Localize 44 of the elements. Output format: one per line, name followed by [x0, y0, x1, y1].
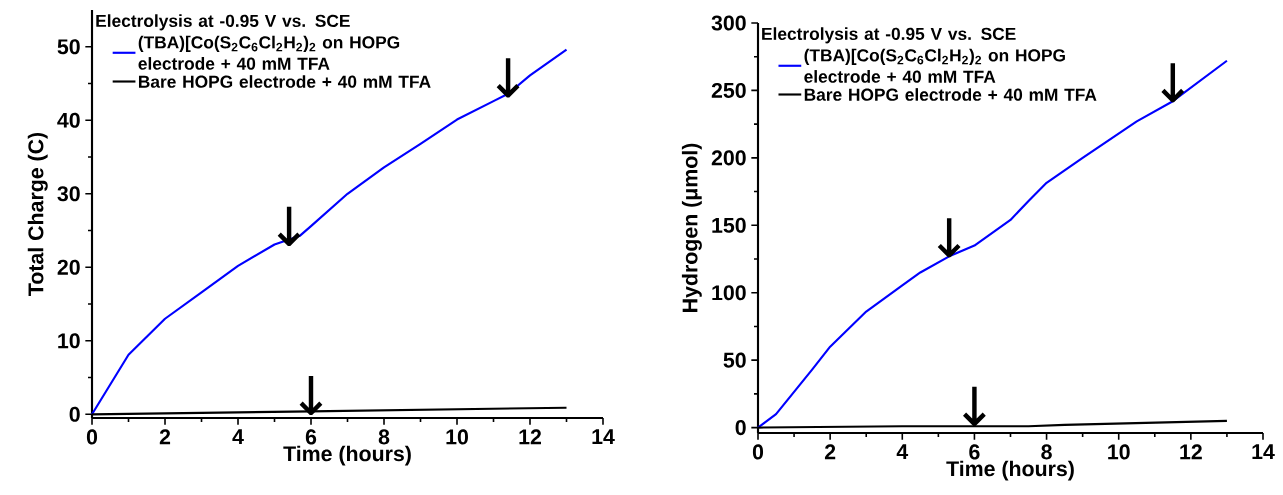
y-tick-label: 100 [712, 285, 746, 301]
y-tick-label: 50 [723, 352, 746, 368]
annotation: ↓ [937, 218, 961, 258]
y-axis-title: Total Charge (C) [27, 132, 48, 296]
annotation: ↓ [1161, 63, 1185, 103]
x-tick-label: 10 [1108, 444, 1130, 460]
y-tick-label: 50 [57, 39, 80, 55]
text: (TBA)[Co(S$_{2}$C$_{6}$Cl$_{2}$H$_{2}$)$_{2}$ on HOPG electrode + 40 mM TFA [138, 35, 400, 70]
x-tick-label: 6 [969, 444, 980, 460]
annotation: ↓ [277, 206, 301, 246]
x-tick-label: 0 [86, 429, 98, 445]
y-axis-title: Hydrogen (μmol) [681, 143, 702, 312]
x-tick-label: 4 [896, 444, 909, 460]
x-tick-label: 14 [1252, 444, 1275, 460]
annotation: ↓ [496, 58, 520, 98]
x-tick-label: 2 [159, 429, 171, 445]
y-tick-label: 300 [711, 15, 746, 31]
x-tick-label: 8 [1041, 444, 1052, 460]
y-tick-label: 200 [711, 150, 746, 166]
x-axis-title: Time (hours) [946, 460, 1074, 481]
annotation: ↓ [963, 386, 986, 426]
annotation: ↓ [299, 375, 323, 415]
x-tick-label: 4 [232, 429, 244, 445]
x-tick-label: 0 [752, 444, 764, 460]
legend-label: Bare HOPG electrode + 40 mM TFA [138, 75, 431, 88]
y-tick-label: 250 [711, 82, 746, 98]
legend-title: Electrolysis at -0.95 V vs. SCE [96, 14, 350, 31]
y-tick-label: 0 [69, 406, 80, 422]
x-tick-label: 12 [1180, 444, 1202, 460]
legend-label: Bare HOPG electrode + 40 mM TFA [804, 88, 1097, 101]
y-tick-label: 150 [712, 217, 746, 233]
x-axis-title: Time (hours) [283, 445, 411, 466]
x-tick-label: 2 [824, 444, 836, 460]
y-tick-label: 30 [57, 186, 80, 202]
legend-title: Electrolysis at -0.95 V vs. SCE [762, 27, 1016, 44]
x-tick-label: 12 [519, 429, 541, 445]
x-tick-label: 8 [378, 429, 390, 445]
text: (TBA)[Co(S$_{2}$C$_{6}$Cl$_{2}$H$_{2}$)$_{2}$ on HOPG electrode + 40 mM TFA [804, 48, 1065, 83]
y-tick-label: 10 [58, 333, 80, 349]
y-tick-label: 20 [57, 259, 80, 275]
y-tick-label: 40 [57, 112, 80, 128]
x-tick-label: 6 [305, 429, 317, 445]
x-tick-label: 14 [592, 429, 615, 445]
x-tick-label: 10 [446, 429, 468, 445]
